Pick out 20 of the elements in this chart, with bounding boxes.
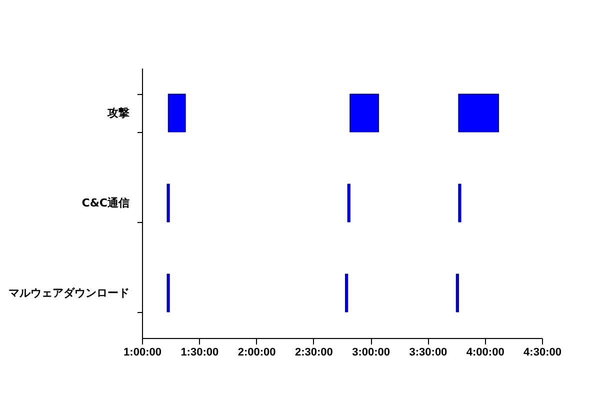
y-tick-label: マルウェアダウンロード [8,286,130,300]
bar [458,94,499,132]
bar [350,94,379,132]
x-tick-label: 3:00:00 [352,346,390,358]
bar [456,274,459,312]
bar [168,94,186,132]
y-tick-label: C&C通信 [82,196,130,210]
bar [347,184,350,222]
bar [345,274,348,312]
bar [458,184,462,222]
x-tick-label: 2:30:00 [294,346,333,358]
x-tick-label: 2:00:00 [238,346,276,358]
x-tick-label: 3:30:00 [409,346,448,358]
bar [166,184,170,222]
x-tick-label: 1:00:00 [124,346,162,358]
x-tick-label: 1:30:00 [180,346,219,358]
y-tick-label: 攻撃 [106,106,130,120]
x-tick-label: 4:00:00 [466,346,504,358]
x-tick-label: 4:30:00 [524,346,562,358]
bar [166,274,170,312]
